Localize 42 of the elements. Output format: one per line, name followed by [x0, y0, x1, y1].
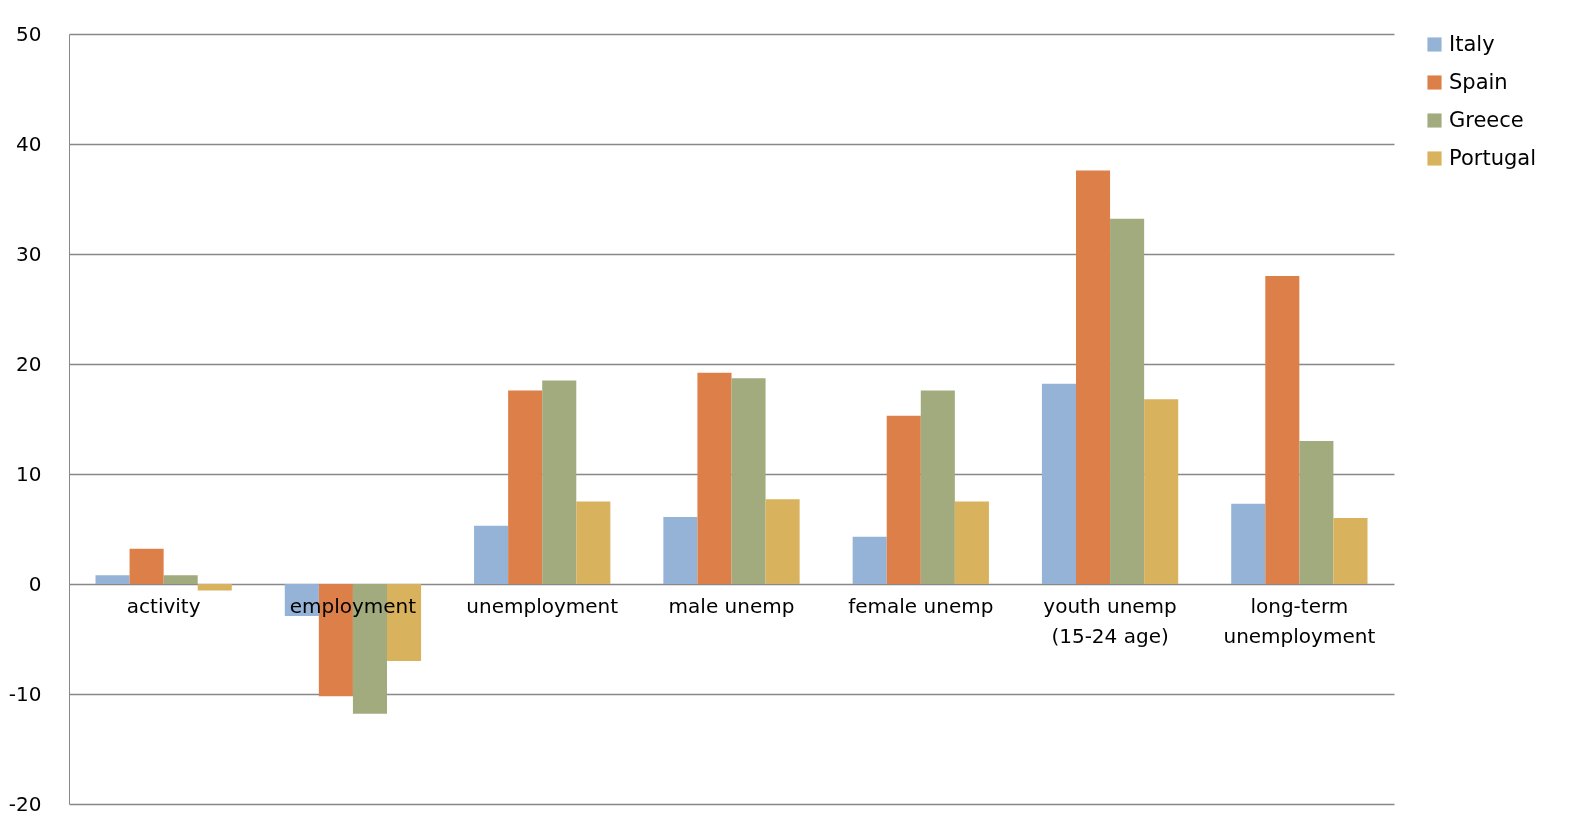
x-tick-label: youth unemp (15-24 age) [1043, 593, 1177, 648]
x-tick-label: female unemp [848, 593, 994, 618]
bar [1076, 170, 1111, 584]
bar [954, 501, 989, 584]
legend-label: Italy [1449, 31, 1495, 56]
bar [920, 390, 955, 584]
x-tick-label: long-term unemployment [1223, 593, 1376, 648]
bar [474, 525, 509, 584]
y-tick-label: 30 [16, 241, 42, 266]
bar [731, 378, 766, 584]
bar [542, 380, 577, 584]
x-tick-label: male unemp [668, 593, 795, 618]
legend-label: Portugal [1449, 145, 1536, 170]
bar [852, 536, 887, 584]
bar [1144, 399, 1179, 584]
y-tick-label: 20 [16, 351, 42, 376]
bar [1110, 218, 1145, 584]
bar [1299, 441, 1334, 584]
bar [697, 372, 732, 584]
bar [95, 575, 130, 584]
bar [1333, 518, 1368, 584]
y-tick-label: 10 [16, 461, 42, 486]
bar [129, 548, 164, 584]
bar [508, 390, 543, 584]
y-tick-label: -20 [8, 791, 42, 816]
bar [576, 501, 611, 584]
bar [163, 575, 198, 584]
legend-label: Spain [1449, 69, 1508, 94]
legend-label: Greece [1449, 107, 1524, 132]
y-tick-label: 40 [16, 131, 42, 156]
bar [765, 499, 800, 584]
bar [1265, 276, 1300, 584]
x-tick-label: activity [126, 593, 201, 618]
bar [663, 516, 698, 584]
y-tick-label: 50 [16, 21, 42, 46]
y-tick-label: 0 [28, 571, 42, 596]
bar [1041, 383, 1076, 584]
bar [886, 415, 921, 584]
y-tick-label: -10 [8, 681, 42, 706]
bar [197, 584, 232, 591]
bar [1231, 503, 1266, 584]
x-tick-label: unemployment [466, 593, 619, 618]
